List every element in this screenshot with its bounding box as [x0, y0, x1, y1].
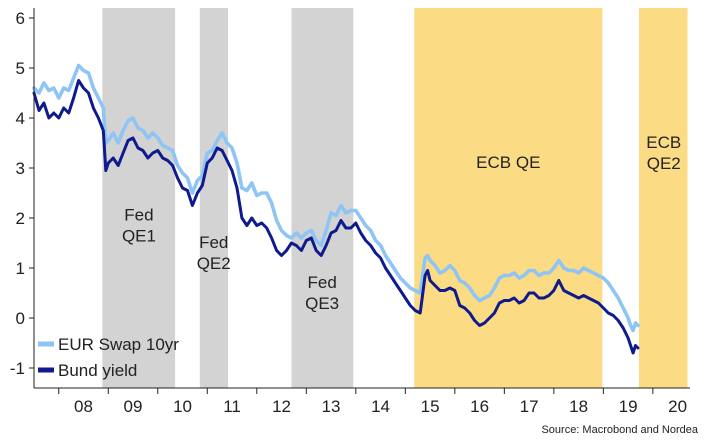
x-tick-label-0: 08: [74, 397, 93, 416]
qe-band-3: [414, 8, 603, 388]
qe-band-label-4-1: QE2: [647, 154, 681, 173]
qe-band-label-3-0: ECB QE: [476, 153, 540, 172]
y-tick-label-1: 5: [16, 59, 25, 78]
legend-label-1: Bund yield: [58, 361, 137, 380]
y-tick-label-6: 0: [16, 309, 25, 328]
x-tick-label-5: 13: [322, 397, 341, 416]
y-tick-label-3: 3: [16, 159, 25, 178]
x-tick-label-6: 14: [371, 397, 390, 416]
source-note: Source: Macrobond and Nordea: [541, 424, 698, 436]
qe-band-0: [102, 8, 176, 388]
x-tick-label-1: 09: [124, 397, 143, 416]
x-tick-label-8: 16: [470, 397, 489, 416]
series-line-1: [32, 79, 640, 355]
y-tick-label-4: 2: [16, 209, 25, 228]
qe-band-label-1-1: QE2: [197, 254, 231, 273]
x-tick-label-2: 10: [173, 397, 192, 416]
qe-band-label-1-0: Fed: [199, 233, 228, 252]
x-tick-label-7: 15: [421, 397, 440, 416]
series-lines: [32, 63, 640, 355]
legend: EUR Swap 10yr Bund yield: [38, 335, 179, 380]
x-tick-label-4: 12: [272, 397, 291, 416]
y-tick-label-5: 1: [16, 259, 25, 278]
qe-band-label-2-1: QE3: [305, 294, 339, 313]
x-tick-label-11: 19: [619, 397, 638, 416]
qe-band-labels: Fed QE1 Fed QE2 Fed QE3 ECB QE ECB QE2: [122, 133, 681, 313]
series-line-0: [32, 63, 640, 333]
y-tick-label-7: -1: [10, 359, 25, 378]
x-tick-label-12: 20: [668, 397, 687, 416]
x-tick-label-10: 18: [569, 397, 588, 416]
qe-band-label-4-0: ECB: [646, 133, 681, 152]
qe-band-1: [199, 8, 229, 388]
qe-band-4: [639, 8, 688, 388]
qe-band-label-0-1: QE1: [122, 227, 156, 246]
qe-bands: [102, 8, 688, 388]
y-tick-label-2: 4: [16, 109, 25, 128]
legend-label-0: EUR Swap 10yr: [58, 335, 179, 354]
qe-band-label-0-0: Fed: [124, 206, 153, 225]
qe-band-label-2-0: Fed: [307, 273, 336, 292]
x-tick-label-3: 11: [223, 397, 241, 416]
y-tick-label-0: 6: [16, 9, 25, 28]
x-tick-label-9: 17: [520, 397, 539, 416]
qe-band-2: [291, 8, 354, 388]
